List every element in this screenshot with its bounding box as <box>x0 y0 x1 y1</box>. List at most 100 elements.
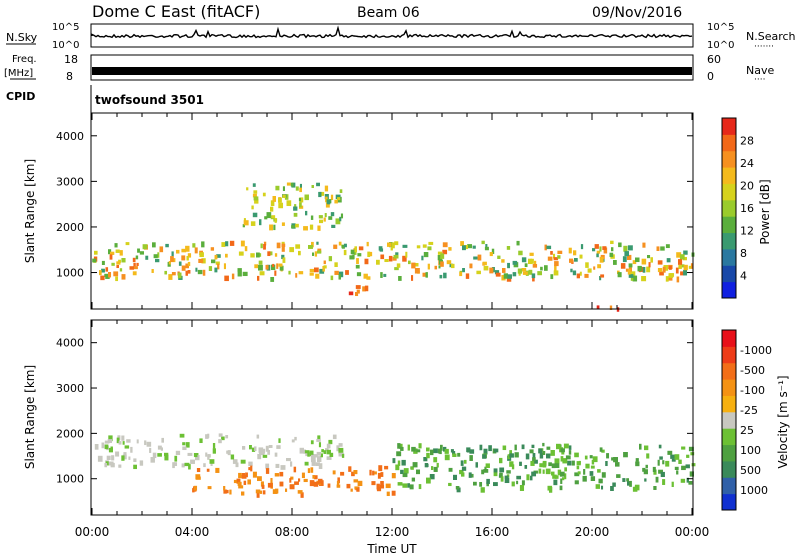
echo-cell <box>495 272 501 277</box>
echo-cell <box>298 271 304 275</box>
echo-cell <box>529 449 534 454</box>
echo-cell <box>502 445 507 451</box>
echo-cell <box>690 452 695 456</box>
echo-cell <box>224 275 229 282</box>
echo-cell <box>683 264 688 271</box>
echo-cell <box>278 197 282 203</box>
echo-cell <box>392 256 397 261</box>
echo-cell <box>350 249 355 255</box>
echo-cell <box>531 273 536 279</box>
echo-cell <box>453 474 458 481</box>
echo-cell <box>519 485 525 491</box>
echo-cell <box>596 253 599 258</box>
echo-cell <box>557 250 563 255</box>
echo-cell <box>248 461 253 467</box>
echo-cell <box>201 258 206 264</box>
echo-cell <box>618 242 622 248</box>
echo-cell <box>646 453 650 459</box>
echo-cell <box>511 481 515 487</box>
echo-cell <box>525 453 530 460</box>
colorbar-swatch <box>722 216 736 234</box>
echo-cell <box>237 481 242 486</box>
echo-cell <box>380 472 384 477</box>
echo-cell <box>238 472 242 479</box>
colorbar-frame <box>721 117 737 299</box>
echo-cell <box>407 444 410 451</box>
colorbar-tick: -100 <box>740 384 765 397</box>
echo-cell <box>225 253 228 258</box>
echo-cell <box>104 444 109 450</box>
noise-left-tick-bottom: 10^0 <box>52 40 79 51</box>
echo-cell <box>423 457 428 462</box>
echo-cell <box>456 487 461 493</box>
echo-cell <box>212 448 216 454</box>
echo-cell <box>579 271 582 276</box>
echo-cell <box>223 486 226 491</box>
echo-cell <box>312 252 315 256</box>
echo-cell <box>181 255 186 261</box>
echo-cell <box>534 459 538 464</box>
echo-cell <box>667 450 673 455</box>
echo-cell <box>579 254 583 259</box>
echo-cell <box>556 443 561 450</box>
echo-cell <box>122 441 125 445</box>
echo-cell <box>279 265 284 271</box>
colorbar-tick: 4 <box>740 270 747 283</box>
echo-cell <box>396 451 402 457</box>
echo-cell <box>289 478 292 483</box>
echo-cell <box>642 267 646 273</box>
echo-cell <box>509 450 513 456</box>
echo-cell <box>560 448 565 453</box>
echo-cell <box>446 260 452 265</box>
echo-cell <box>318 191 322 198</box>
echo-cell <box>159 246 164 253</box>
echo-cell <box>297 490 303 494</box>
echo-cell <box>214 255 218 260</box>
echo-cell <box>364 285 369 292</box>
echo-cell <box>315 273 320 279</box>
echo-cell <box>260 243 263 249</box>
echo-cell <box>105 274 110 279</box>
echo-cell <box>531 444 535 449</box>
echo-cell <box>133 262 136 268</box>
echo-cell <box>551 471 555 476</box>
echo-cell <box>499 472 502 478</box>
echo-cell <box>253 190 258 194</box>
echo-cell <box>507 274 512 279</box>
echo-cell <box>333 244 338 249</box>
echo-cell <box>338 241 342 246</box>
echo-cell <box>149 447 152 453</box>
echo-cell <box>275 463 280 468</box>
echo-cell <box>129 266 135 270</box>
echo-cell <box>674 454 680 460</box>
echo-cell <box>274 218 277 223</box>
echo-cell <box>544 244 547 251</box>
echo-cell <box>622 478 626 482</box>
echo-cell <box>526 474 530 481</box>
echo-cell <box>188 464 191 470</box>
echo-cell <box>92 258 97 263</box>
echo-cell <box>237 268 242 272</box>
echo-cell <box>132 271 137 276</box>
echo-cell <box>557 469 562 476</box>
echo-cell <box>300 492 304 498</box>
echo-cell <box>598 478 603 484</box>
echo-cell <box>315 462 320 466</box>
echo-cell <box>355 292 359 297</box>
echo-cell <box>225 241 229 247</box>
echo-cell <box>623 452 628 458</box>
colorbar-swatch <box>722 362 736 380</box>
station-title: Dome C East (fitACF) <box>92 2 260 21</box>
echo-cell <box>516 480 519 485</box>
echo-cell <box>565 455 571 460</box>
echo-cell <box>479 444 483 451</box>
echo-cell <box>274 452 278 457</box>
echo-cell <box>195 455 200 461</box>
echo-cell <box>298 250 301 256</box>
echo-cell <box>329 452 334 457</box>
velocity-colorbar-label: Velocity [m s⁻¹] <box>776 375 790 468</box>
echo-cell <box>571 460 575 466</box>
echo-cell <box>438 265 441 269</box>
echo-cell <box>476 270 481 275</box>
x-tick-label: 16:00 <box>475 525 510 539</box>
